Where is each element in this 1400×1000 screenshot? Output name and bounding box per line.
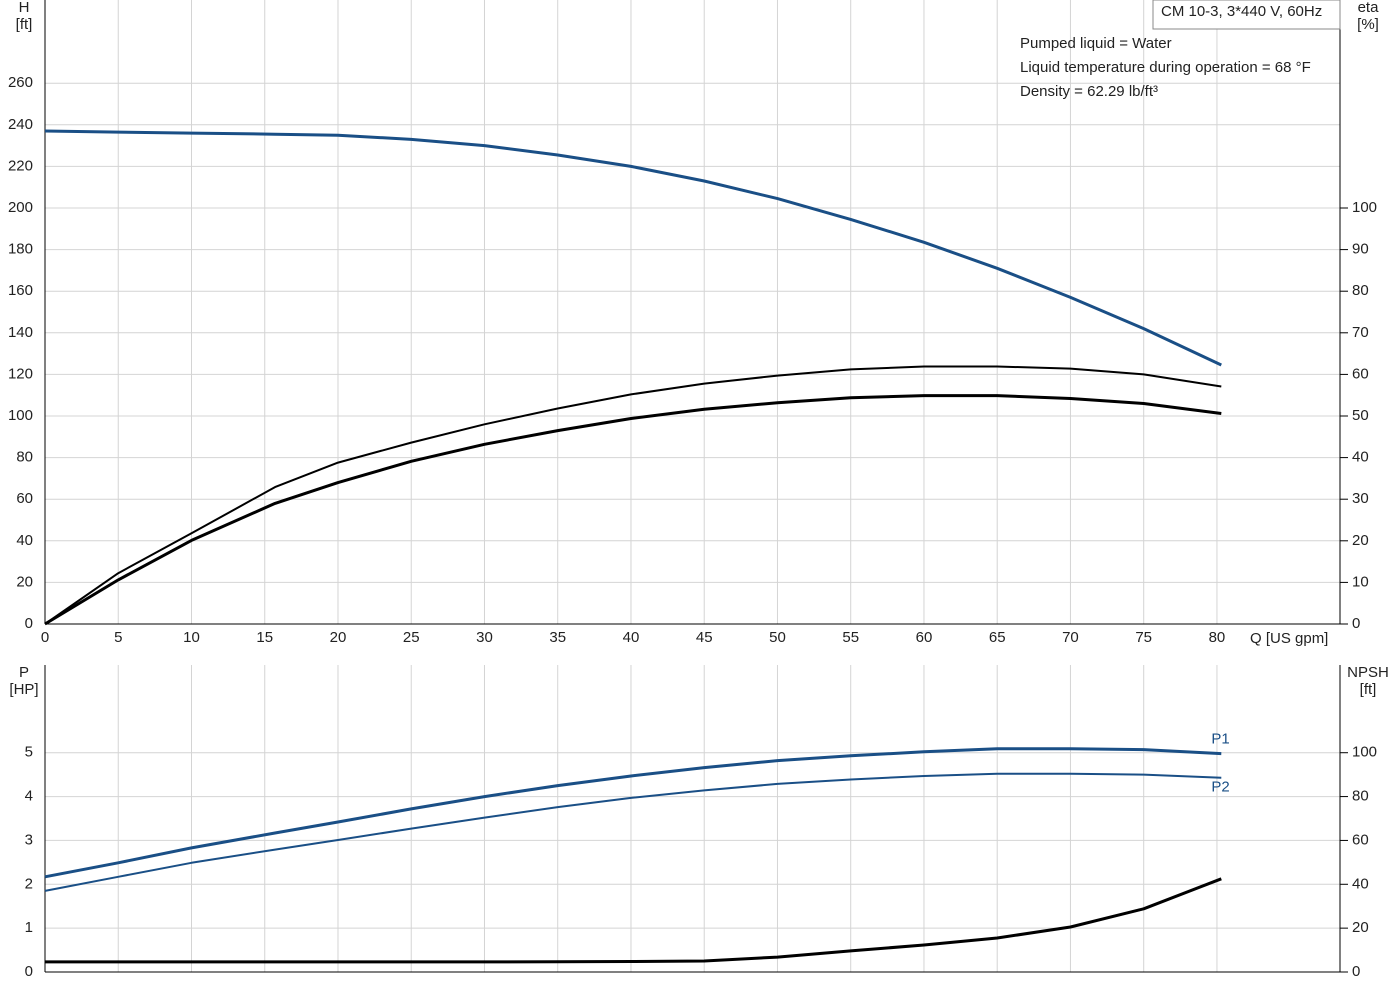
curve-label: P1 bbox=[1211, 731, 1229, 748]
y2-tick-label: 20 bbox=[1352, 532, 1369, 549]
y-axis-label: [ft] bbox=[16, 16, 33, 33]
y-tick-label: 60 bbox=[16, 490, 33, 507]
y-tick-label: 160 bbox=[8, 282, 33, 299]
curve-label: P2 bbox=[1211, 779, 1229, 796]
chart-title: CM 10-3, 3*440 V, 60Hz bbox=[1161, 3, 1322, 20]
x-tick-label: 70 bbox=[1062, 629, 1079, 646]
y-axis-label: [HP] bbox=[9, 681, 38, 698]
y2-tick-label: 30 bbox=[1352, 490, 1369, 507]
y-tick-label: 140 bbox=[8, 324, 33, 341]
y-tick-label: 1 bbox=[25, 919, 33, 936]
y2-tick-label: 100 bbox=[1352, 199, 1377, 216]
y-tick-label: 4 bbox=[25, 788, 33, 805]
y2-tick-label: 20 bbox=[1352, 919, 1369, 936]
y-tick-label: 80 bbox=[16, 449, 33, 466]
y-tick-label: 260 bbox=[8, 74, 33, 91]
y2-tick-label: 90 bbox=[1352, 241, 1369, 258]
y-tick-label: 40 bbox=[16, 532, 33, 549]
y2-tick-label: 0 bbox=[1352, 615, 1360, 632]
y-axis-label: H bbox=[19, 0, 30, 16]
curve bbox=[44, 772, 1222, 892]
x-tick-label: 75 bbox=[1135, 629, 1152, 646]
y-tick-label: 5 bbox=[25, 744, 33, 761]
x-tick-label: 20 bbox=[330, 629, 347, 646]
x-tick-label: 15 bbox=[256, 629, 273, 646]
y2-tick-label: 40 bbox=[1352, 449, 1369, 466]
y2-tick-label: 70 bbox=[1352, 324, 1369, 341]
y2-axis-label: NPSH bbox=[1347, 664, 1389, 681]
x-axis-label: Q [US gpm] bbox=[1250, 630, 1328, 647]
y2-tick-label: 60 bbox=[1352, 831, 1369, 848]
y2-tick-label: 80 bbox=[1352, 282, 1369, 299]
y2-axis-label: [ft] bbox=[1360, 681, 1377, 698]
x-tick-label: 55 bbox=[842, 629, 859, 646]
title-box bbox=[1152, 0, 1341, 30]
y2-tick-label: 100 bbox=[1352, 744, 1377, 761]
y-tick-label: 0 bbox=[25, 963, 33, 980]
y2-tick-label: 50 bbox=[1352, 407, 1369, 424]
y-tick-label: 120 bbox=[8, 365, 33, 382]
y2-tick-label: 10 bbox=[1352, 573, 1369, 590]
y-tick-label: 2 bbox=[25, 875, 33, 892]
x-tick-label: 80 bbox=[1209, 629, 1226, 646]
x-tick-label: 50 bbox=[769, 629, 786, 646]
y-tick-label: 200 bbox=[8, 199, 33, 216]
y2-axis-label: eta bbox=[1358, 0, 1380, 16]
x-tick-label: 60 bbox=[916, 629, 933, 646]
x-tick-label: 35 bbox=[549, 629, 566, 646]
curve bbox=[44, 129, 1222, 367]
x-tick-label: 45 bbox=[696, 629, 713, 646]
annotation: Liquid temperature during operation = 68… bbox=[1020, 59, 1311, 76]
y2-tick-label: 40 bbox=[1352, 875, 1369, 892]
annotation: Pumped liquid = Water bbox=[1020, 35, 1172, 52]
x-tick-label: 25 bbox=[403, 629, 420, 646]
x-tick-label: 40 bbox=[623, 629, 640, 646]
annotation: Density = 62.29 lb/ft³ bbox=[1020, 83, 1158, 100]
x-tick-label: 65 bbox=[989, 629, 1006, 646]
x-tick-label: 10 bbox=[183, 629, 200, 646]
y2-tick-label: 0 bbox=[1352, 963, 1360, 980]
curve bbox=[45, 877, 1222, 964]
y-tick-label: 20 bbox=[16, 573, 33, 590]
y-tick-label: 220 bbox=[8, 157, 33, 174]
y-axis-label: P bbox=[19, 664, 29, 681]
y-tick-label: 240 bbox=[8, 116, 33, 133]
y2-tick-label: 80 bbox=[1352, 788, 1369, 805]
x-tick-label: 30 bbox=[476, 629, 493, 646]
curve bbox=[44, 394, 1222, 626]
y2-tick-label: 60 bbox=[1352, 365, 1369, 382]
x-tick-label: 5 bbox=[114, 629, 122, 646]
y2-axis-label: [%] bbox=[1357, 16, 1379, 33]
curve bbox=[44, 365, 1222, 625]
y-tick-label: 0 bbox=[25, 615, 33, 632]
y-tick-label: 100 bbox=[8, 407, 33, 424]
curve bbox=[44, 747, 1222, 879]
y-tick-label: 180 bbox=[8, 241, 33, 258]
x-tick-label: 0 bbox=[41, 629, 49, 646]
y-tick-label: 3 bbox=[25, 831, 33, 848]
plots: 0 5 10 15 20 25 30 35 40 45 50 55 60 65 70 75 8002040608… bbox=[8, 0, 1389, 980]
